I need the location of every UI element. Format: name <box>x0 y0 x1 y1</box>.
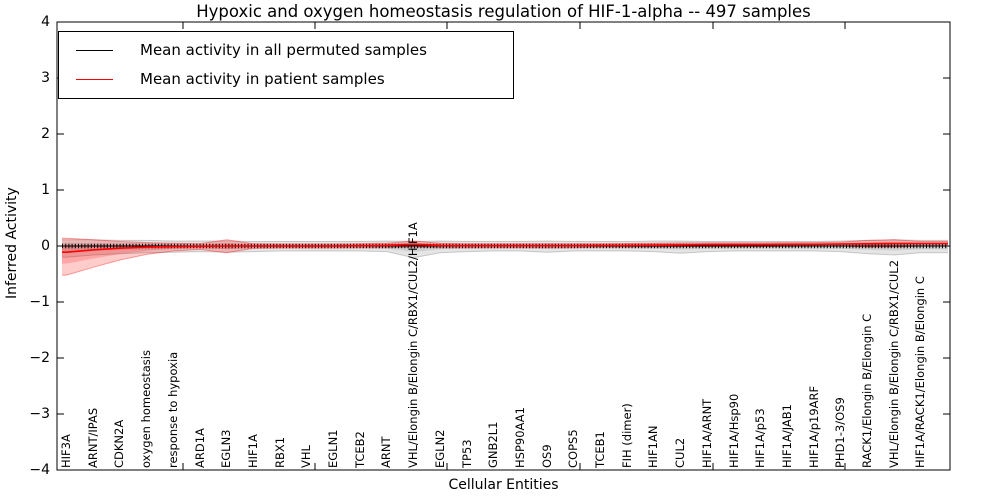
permuted-line-swatch <box>76 49 113 51</box>
x-tick-label: VHL/Elongin B/Elongin C/RBX1/CUL2/HIF1A <box>406 222 421 468</box>
x-tick-label: HIF1A <box>245 434 260 468</box>
legend-entry-patient: Mean activity in patient samples <box>59 64 385 94</box>
x-tick-label: TCEB1 <box>593 431 607 468</box>
x-tick-label: HIF1AN <box>646 425 661 468</box>
legend-label-patient: Mean activity in patient samples <box>140 70 385 88</box>
x-tick-label: HIF1A/p19ARF <box>806 385 821 468</box>
x-tick-label: CDKN2A <box>112 419 127 468</box>
x-tick-label: EGLN2 <box>432 429 447 468</box>
y-tick-label: 1 <box>41 182 50 198</box>
x-tick-label: HIF1A/RACK1/Elongin B/Elongin C <box>913 276 928 468</box>
x-tick-label: PHD1-3/OS9 <box>833 397 848 468</box>
x-tick-label: VHL/Elongin B/Elongin C/RBX1/CUL2 <box>886 259 901 468</box>
x-tick-label: CUL2 <box>673 437 688 468</box>
x-tick-label: FIH (dimer) <box>619 403 634 468</box>
x-tick-label: oxygen homeostasis <box>139 350 154 468</box>
x-tick-label: OS9 <box>539 444 554 468</box>
x-tick-label: HIF3A <box>59 434 73 468</box>
y-tick-label: −1 <box>29 294 50 310</box>
legend-label-permuted: Mean activity in all permuted samples <box>140 41 427 59</box>
legend: Mean activity in all permuted samples Me… <box>58 31 514 99</box>
patient-mean-line <box>62 242 948 253</box>
x-tick-label: ARNT <box>379 436 394 469</box>
x-tick-label: ARD1A <box>192 428 207 468</box>
x-tick-label: TCEB2 <box>352 431 367 468</box>
patient-line-swatch <box>76 78 113 80</box>
y-tick-label: −4 <box>29 462 50 478</box>
x-tick-label: TP53 <box>459 439 474 468</box>
band-edge <box>62 239 948 243</box>
y-tick-label: 4 <box>41 14 50 30</box>
x-tick-label: HSP90AA1 <box>512 407 527 468</box>
y-tick-label: 2 <box>41 126 50 142</box>
x-axis-title: Cellular Entities <box>448 477 559 493</box>
x-tick-label: HIF1A/Hsp90 <box>726 393 741 468</box>
y-tick-label: −2 <box>29 350 50 366</box>
band-edge <box>62 250 948 259</box>
x-tick-label: ARNT/IPAS <box>85 407 100 468</box>
y-tick-label: −3 <box>29 406 50 422</box>
x-tick-label: COPS5 <box>566 429 581 468</box>
band-edge <box>62 237 948 245</box>
y-tick-label: 0 <box>41 238 50 254</box>
chart-title: Hypoxic and oxygen homeostasis regulatio… <box>196 2 811 21</box>
legend-entry-permuted: Mean activity in all permuted samples <box>59 35 427 65</box>
x-tick-label: HIF1A/JAB1 <box>779 404 794 468</box>
x-tick-label: EGLN3 <box>219 429 234 468</box>
x-tick-label: RBX1 <box>272 436 287 468</box>
x-tick-label: HIF1A/p53 <box>753 408 768 468</box>
x-tick-label: HIF1A/ARNT <box>699 398 714 468</box>
x-tick-label: EGLN1 <box>326 429 340 468</box>
x-tick-label: GNB2L1 <box>486 421 501 468</box>
x-tick-label: VHL <box>299 445 314 468</box>
y-tick-label: 3 <box>41 70 50 86</box>
x-tick-label: response to hypoxia <box>165 351 180 468</box>
x-tick-label: RACK1/Elongin B/Elongin C <box>860 313 874 468</box>
